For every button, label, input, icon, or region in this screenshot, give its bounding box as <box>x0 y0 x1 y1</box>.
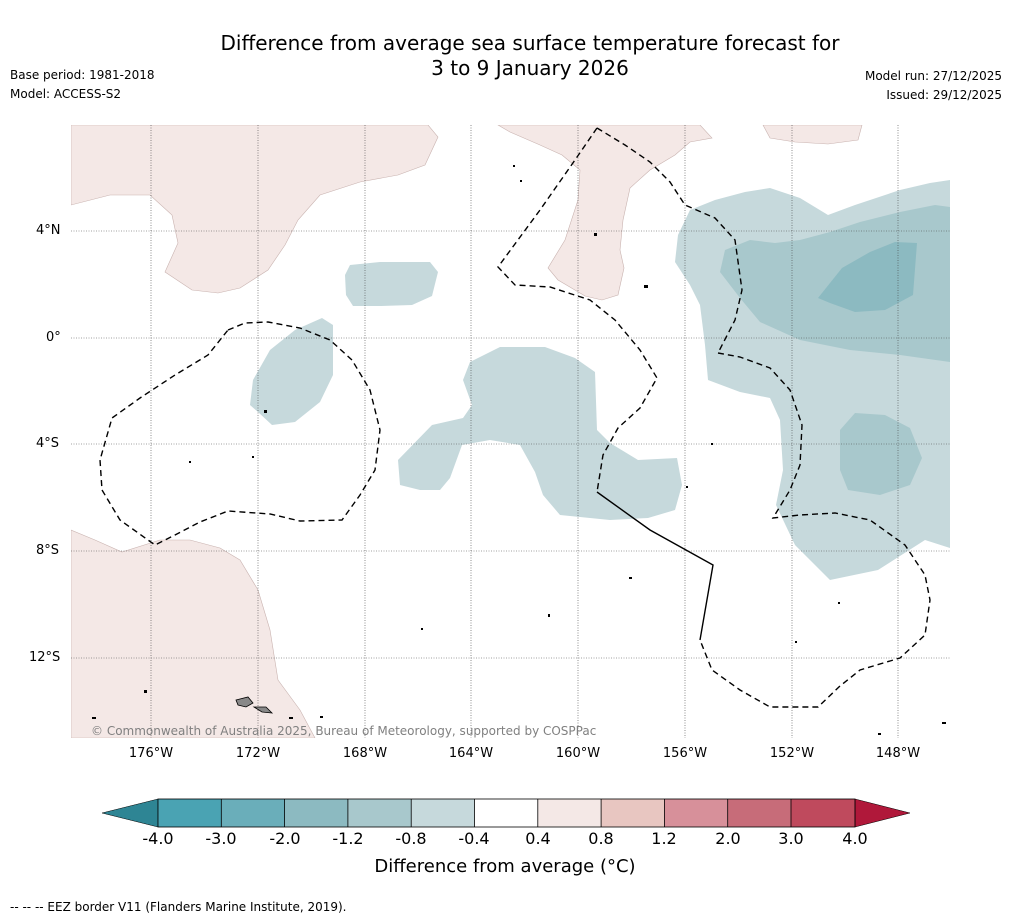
colorbar-tick: -4.0 <box>142 829 174 848</box>
colorbar-max-extension <box>854 798 911 828</box>
warm-region-north-central <box>497 125 713 301</box>
eez-footnote: -- -- -- EEZ border V11 (Flanders Marine… <box>10 900 347 914</box>
eez-solid-segment <box>596 491 714 641</box>
colorbar-label: Difference from average (°C) <box>374 856 636 877</box>
colorbar-tick: 0.8 <box>588 829 614 848</box>
colorbar-tick: 2.0 <box>715 829 741 848</box>
colorbar-bin <box>727 799 791 827</box>
eez-tokelau-phoenix <box>99 321 381 546</box>
colorbar-tick: -1.2 <box>332 829 364 848</box>
colorbar-bin <box>284 799 348 827</box>
map-title-line2: 3 to 9 January 2026 <box>431 56 629 80</box>
warm-region-southwest <box>71 529 316 738</box>
lon-label-160w: 160°W <box>555 746 601 761</box>
colorbar-bin <box>474 799 538 827</box>
map-title: Difference from average sea surface temp… <box>140 31 920 81</box>
colorbar-bin <box>411 799 475 827</box>
copyright-notice: © Commonwealth of Australia 2025, Bureau… <box>91 724 597 738</box>
colorbar-bin <box>601 799 665 827</box>
colorbar-bin <box>347 799 412 827</box>
colorbar-outline <box>157 798 856 828</box>
lat-label-equator: 0° <box>46 330 61 345</box>
lon-label-152w: 152°W <box>769 746 815 761</box>
island-upolu <box>252 706 274 714</box>
colorbar-tick: -0.8 <box>395 829 427 848</box>
lon-label-148w: 148°W <box>875 746 921 761</box>
colorbar-bin <box>791 799 855 827</box>
cool-region-west-blob <box>250 318 333 425</box>
lon-label-164w: 164°W <box>448 746 494 761</box>
colorbar-tick: -2.0 <box>269 829 301 848</box>
cool-region-north-blob <box>345 262 438 306</box>
lat-label-12s: 12°S <box>29 650 61 665</box>
colorbar-bin <box>537 799 602 827</box>
lat-label-4s: 4°S <box>36 436 60 451</box>
colorbar <box>101 798 911 828</box>
colorbar-bin <box>664 799 728 827</box>
issued-date: Issued: 29/12/2025 <box>886 88 1002 102</box>
lat-label-8s: 8°S <box>36 543 60 558</box>
warm-region-northwest <box>71 125 439 294</box>
lon-label-172w: 172°W <box>235 746 281 761</box>
colorbar-tick: 1.2 <box>651 829 677 848</box>
colorbar-tick: 4.0 <box>842 829 868 848</box>
lat-label-4n: 4°N <box>36 223 61 238</box>
warm-region-northeast <box>762 125 863 145</box>
cool-region-central <box>398 347 682 520</box>
colorbar-dividers <box>220 799 792 827</box>
colorbar-bin <box>158 799 222 827</box>
lon-label-176w: 176°W <box>128 746 174 761</box>
island-savaii <box>235 696 254 708</box>
lon-label-168w: 168°W <box>342 746 388 761</box>
model-name: Model: ACCESS-S2 <box>10 87 122 101</box>
eez-line-islands-west <box>596 127 743 354</box>
warm-anomaly-regions <box>71 125 863 738</box>
meta-right: Model run: 27/12/2025 Issued: 29/12/2025 <box>865 67 1002 105</box>
map-title-line1: Difference from average sea surface temp… <box>220 31 840 55</box>
colorbar-tick: -0.4 <box>458 829 490 848</box>
colorbar-bin <box>221 799 285 827</box>
colorbar-tick: -3.0 <box>205 829 237 848</box>
colorbar-min-extension <box>101 798 159 828</box>
graticule <box>71 125 950 738</box>
eez-borders <box>99 127 931 708</box>
small-islets <box>92 165 946 735</box>
colorbar-tick: 0.4 <box>525 829 551 848</box>
colorbar-tick: 3.0 <box>778 829 804 848</box>
model-run: Model run: 27/12/2025 <box>864 69 1002 83</box>
lon-label-156w: 156°W <box>662 746 708 761</box>
eez-line-islands-east <box>699 352 931 708</box>
islands <box>235 696 274 714</box>
base-period: Base period: 1981-2018 <box>10 68 155 82</box>
meta-left: Base period: 1981-2018 Model: ACCESS-S2 <box>10 66 155 104</box>
eez-line-islands-boundary <box>497 127 658 493</box>
cooler-region-southeast <box>840 413 922 495</box>
coolest-anomaly-region <box>818 242 917 312</box>
